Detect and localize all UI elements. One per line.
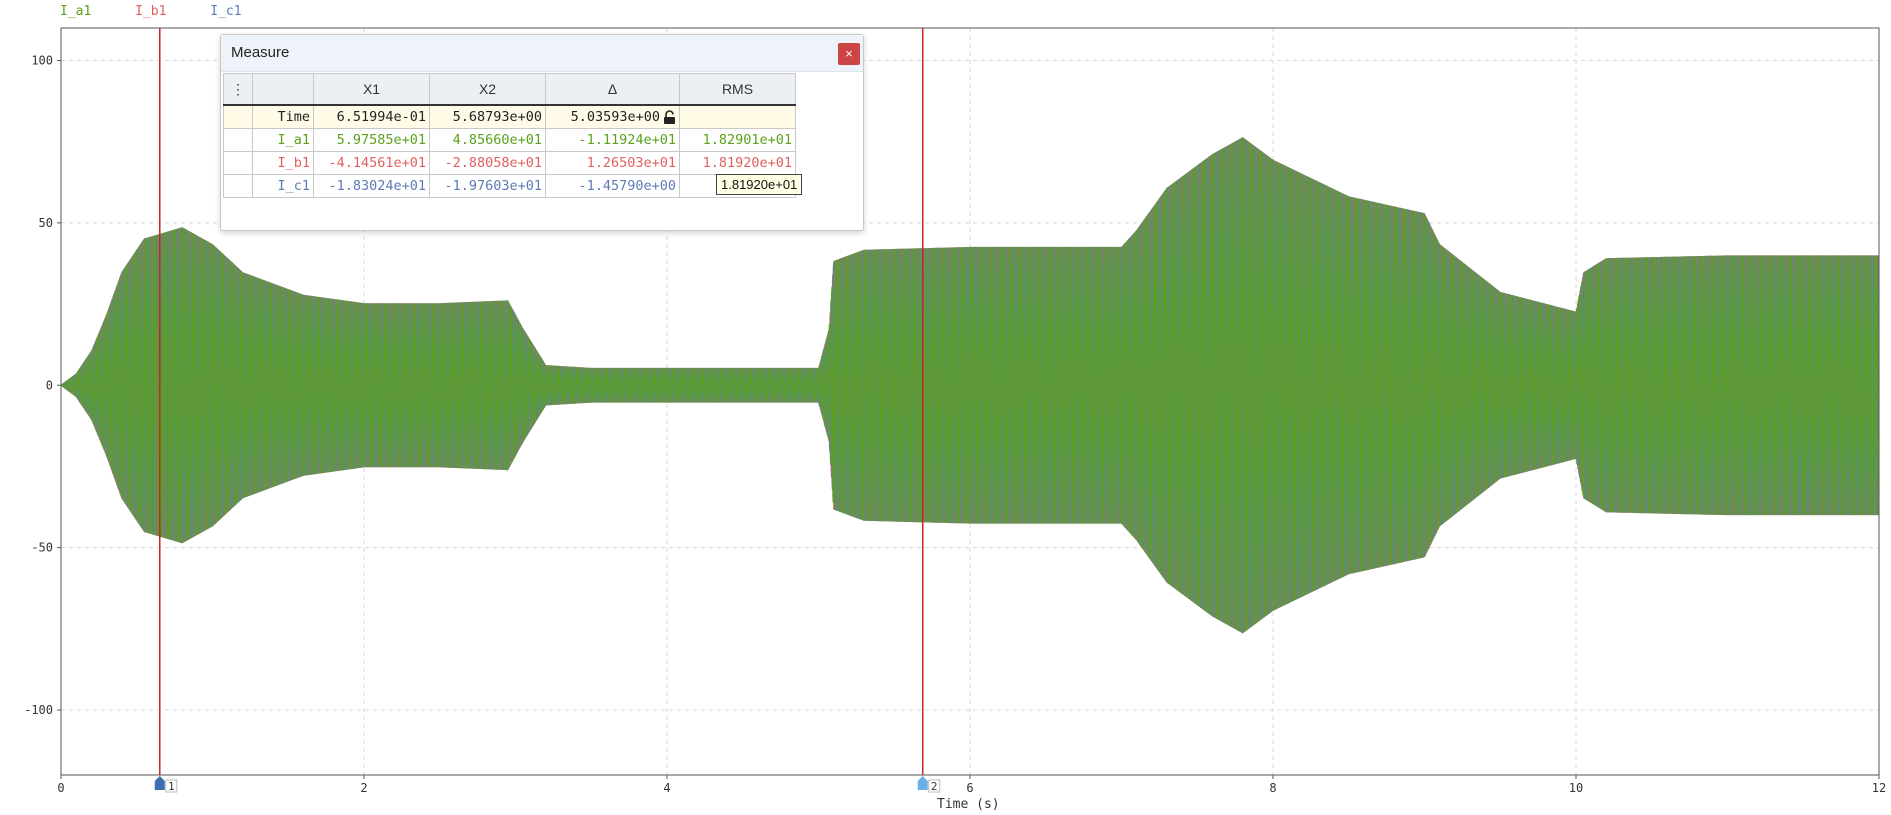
cursor-label-box-1: [165, 779, 178, 793]
i-a1-rms-cell[interactable]: 1.82901e+01: [679, 128, 796, 152]
value-tooltip: 1.81920e+01: [716, 174, 803, 195]
i-a1-delta-cell[interactable]: -1.11924e+01: [545, 128, 680, 152]
column-header-rms[interactable]: RMS: [679, 73, 796, 106]
x-tick-label: 6: [966, 781, 973, 795]
x-tick-label: 12: [1872, 781, 1886, 795]
y-tick-label: -100: [24, 703, 53, 717]
i-c1-delta-cell[interactable]: -1.45790e+00: [545, 174, 680, 198]
measure-window[interactable]: Measure × ⋮ X1 X2 Δ RMS Time 6.51994e-01…: [220, 34, 864, 231]
measure-table: ⋮ X1 X2 Δ RMS Time 6.51994e-01 5.68793e+…: [223, 73, 796, 198]
x-axis-label: Time (s): [937, 797, 1000, 812]
row-spacer: [223, 104, 253, 129]
y-tick-label: 50: [39, 216, 53, 230]
time-delta-cell[interactable]: 5.03593e+00: [545, 104, 680, 129]
row-label: Time: [252, 104, 314, 129]
y-tick-label: 100: [31, 53, 53, 67]
row-spacer: [223, 128, 253, 152]
legend-item-i-b1[interactable]: I_b1: [135, 4, 167, 19]
x-tick-label: 10: [1569, 781, 1583, 795]
measure-title: Measure: [231, 44, 290, 61]
row-label: I_a1: [252, 128, 314, 152]
table-row-i-c1: I_c1 -1.83024e+01 -1.97603e+01 -1.45790e…: [223, 174, 796, 198]
i-b1-x1-cell[interactable]: -4.14561e+01: [313, 151, 430, 175]
row-spacer: [223, 151, 253, 175]
x-tick-label: 8: [1269, 781, 1276, 795]
cursor-label-2: 2: [931, 780, 938, 793]
column-header-x2[interactable]: X2: [429, 73, 546, 106]
cursor-handle-2[interactable]: [917, 776, 928, 790]
lock-icon[interactable]: [663, 109, 676, 125]
i-b1-x2-cell[interactable]: -2.88058e+01: [429, 151, 546, 175]
legend-item-i-a1[interactable]: I_a1: [60, 4, 92, 19]
i-c1-x1-cell[interactable]: -1.83024e+01: [313, 174, 430, 198]
legend: I_a1 I_b1 I_c1: [60, 4, 278, 19]
cursor-handle-1[interactable]: [154, 776, 165, 790]
row-spacer: [223, 174, 253, 198]
time-rms-cell[interactable]: [679, 104, 796, 129]
time-x2-cell[interactable]: 5.68793e+00: [429, 104, 546, 129]
y-tick-label: -50: [31, 541, 53, 555]
measure-titlebar[interactable]: Measure ×: [221, 35, 863, 72]
x-tick-label: 2: [360, 781, 367, 795]
table-row-i-b1: I_b1 -4.14561e+01 -2.88058e+01 1.26503e+…: [223, 151, 796, 175]
column-header-delta[interactable]: Δ: [545, 73, 680, 106]
cursor-label-box-2: [928, 779, 941, 793]
measure-header-row: ⋮ X1 X2 Δ RMS: [223, 73, 796, 106]
time-x1-cell[interactable]: 6.51994e-01: [313, 104, 430, 129]
time-delta-value: 5.03593e+00: [570, 109, 660, 125]
cursor-label-1: 1: [168, 780, 175, 793]
y-tick-label: 0: [46, 378, 53, 392]
x-tick-label: 4: [663, 781, 670, 795]
row-label: I_b1: [252, 151, 314, 175]
column-header-label: [252, 73, 314, 106]
i-b1-rms-cell[interactable]: 1.81920e+01: [679, 151, 796, 175]
i-a1-x2-cell[interactable]: 4.85660e+01: [429, 128, 546, 152]
legend-item-i-c1[interactable]: I_c1: [210, 4, 242, 19]
i-a1-x1-cell[interactable]: 5.97585e+01: [313, 128, 430, 152]
column-header-x1[interactable]: X1: [313, 73, 430, 106]
i-b1-delta-cell[interactable]: 1.26503e+01: [545, 151, 680, 175]
close-button[interactable]: ×: [838, 43, 860, 65]
series-line-i-a1: [60, 137, 1879, 634]
menu-icon[interactable]: ⋮: [223, 73, 253, 106]
row-label: I_c1: [252, 174, 314, 198]
table-row-i-a1: I_a1 5.97585e+01 4.85660e+01 -1.11924e+0…: [223, 128, 796, 152]
i-c1-x2-cell[interactable]: -1.97603e+01: [429, 174, 546, 198]
x-tick-label: 0: [57, 781, 64, 795]
table-row-time: Time 6.51994e-01 5.68793e+00 5.03593e+00: [223, 104, 796, 129]
